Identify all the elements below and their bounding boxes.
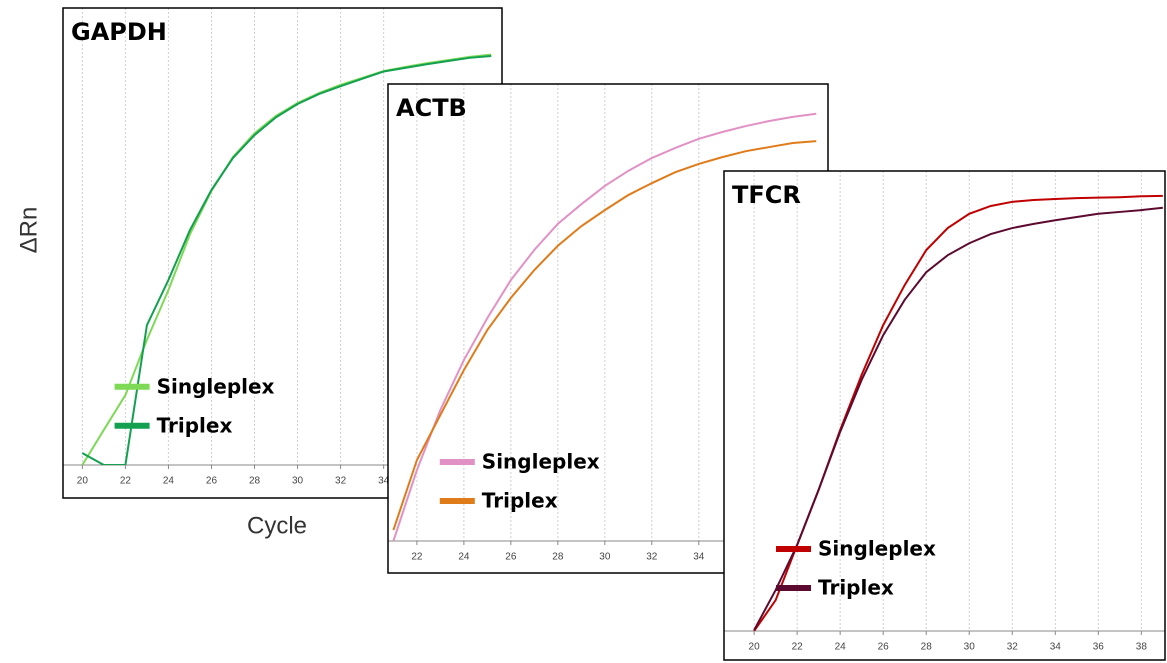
x-tick-label: 24	[163, 476, 175, 487]
panel-title: ACTB	[396, 94, 467, 122]
legend-label: Triplex	[157, 413, 233, 437]
panel: 20 22 24 26 28 30 32 34 36 38 TFCR Singleplex Triple…	[723, 170, 1166, 661]
x-tick-label: 28	[552, 552, 564, 563]
x-tick-label: 24	[835, 642, 847, 653]
x-tick-label: 20	[77, 476, 89, 487]
legend-label: Singleplex	[818, 536, 936, 560]
x-tick-label: 30	[964, 642, 976, 653]
x-tick-label: 28	[921, 642, 933, 653]
series-line	[392, 112, 817, 541]
x-tick-label: 32	[646, 552, 658, 563]
x-tick-label: 36	[1093, 642, 1105, 653]
x-tick-label: 24	[458, 552, 470, 563]
x-tick-label: 22	[120, 476, 132, 487]
x-tick-label: 38	[1136, 642, 1148, 653]
x-tick-label: 20	[749, 642, 761, 653]
legend-label: Singleplex	[482, 449, 600, 473]
x-tick-label: 26	[878, 642, 890, 653]
panel-title: TFCR	[732, 181, 801, 209]
series-line	[753, 206, 1163, 631]
legend-label: Triplex	[818, 575, 894, 599]
legend-label: Singleplex	[157, 374, 275, 398]
x-tick-label: 30	[292, 476, 304, 487]
legend-label: Triplex	[482, 488, 558, 512]
x-tick-label: 22	[792, 642, 804, 653]
x-tick-label: 34	[693, 552, 705, 563]
series-line	[81, 54, 492, 465]
x-tick-label: 34	[1050, 642, 1062, 653]
x-tick-label: 26	[206, 476, 218, 487]
x-tick-label: 32	[1007, 642, 1019, 653]
x-tick-label: 28	[249, 476, 261, 487]
x-tick-label: 26	[505, 552, 517, 563]
panel-border	[723, 170, 1166, 661]
x-axis-label: Cycle	[247, 512, 307, 539]
x-tick-label: 34	[378, 476, 390, 487]
x-tick-label: 22	[411, 552, 423, 563]
y-axis-label: ΔRn	[15, 207, 42, 254]
x-tick-label: 32	[335, 476, 347, 487]
series-line	[392, 140, 817, 531]
panel-title: GAPDH	[71, 18, 167, 46]
x-tick-label: 30	[599, 552, 611, 563]
